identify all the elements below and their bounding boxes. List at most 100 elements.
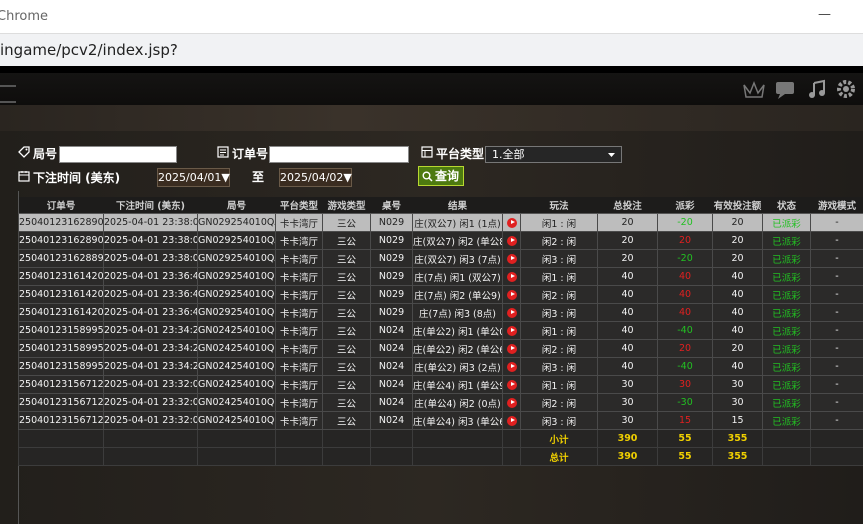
bet-time: 2025-04-01 23:32:05	[103, 393, 198, 412]
order-id: 250401231628901	[18, 213, 104, 232]
replay-icon[interactable]	[506, 217, 517, 228]
platform-select[interactable]: 1.全部	[485, 146, 622, 163]
replay-icon[interactable]	[506, 271, 517, 282]
replay-icon[interactable]	[506, 235, 517, 246]
replay-cell	[502, 321, 521, 340]
bet-time: 2025-04-01 23:38:08	[103, 213, 198, 232]
replay-icon[interactable]	[506, 397, 517, 408]
play: 闲1 : 闲	[520, 375, 598, 394]
chat-icon[interactable]	[776, 82, 794, 94]
menu-icon[interactable]	[0, 85, 16, 103]
replay-icon[interactable]	[506, 289, 517, 300]
valid-bet: 30	[712, 375, 763, 394]
play: 闲3 : 闲	[520, 303, 598, 322]
payout: -40	[657, 357, 713, 376]
order-id: 250401231614207	[18, 285, 104, 304]
round-id: GN024254010Q7	[197, 411, 276, 430]
bet-row[interactable]: 250401231567124 2025-04-01 23:32:05 GN0242…	[18, 411, 863, 430]
game-type: 三公	[322, 231, 371, 250]
valid-bet: 40	[712, 357, 763, 376]
bet-row[interactable]: 250401231567126 2025-04-01 23:32:05 GN0242…	[18, 393, 863, 412]
replay-icon[interactable]	[506, 379, 517, 390]
date-from[interactable]: 2025/04/01▼	[157, 168, 230, 187]
bet-row[interactable]: 250401231628899 2025-04-01 23:38:08 GN0292…	[18, 249, 863, 268]
result: 庄(单公4) 闲1 (单公9)	[412, 375, 503, 394]
date-to[interactable]: 2025/04/02▼	[279, 168, 352, 187]
table-id: N029	[370, 267, 413, 286]
subtotal-payout: 55	[657, 429, 713, 448]
search-button[interactable]: 查询	[418, 166, 464, 186]
replay-icon[interactable]	[506, 253, 517, 264]
total-bet: 20	[597, 249, 658, 268]
table-id: N029	[370, 249, 413, 268]
status: 已派彩	[762, 411, 811, 430]
round-id: GN024254010Q7	[197, 375, 276, 394]
bet-time: 2025-04-01 23:34:21	[103, 339, 198, 358]
result: 庄(双公7) 闲3 (7点)	[412, 249, 503, 268]
column-header: 玩法	[520, 197, 598, 214]
blank-cell	[103, 429, 198, 448]
bet-row[interactable]: 250401231614207 2025-04-01 23:36:41 GN0292…	[18, 285, 863, 304]
play: 闲1 : 闲	[520, 321, 598, 340]
vip-icon[interactable]	[743, 80, 765, 98]
play: 闲2 : 闲	[520, 285, 598, 304]
blank-cell	[197, 447, 276, 466]
result: 庄(单公2) 闲1 (单公0)	[412, 321, 503, 340]
replay-icon[interactable]	[506, 415, 517, 426]
total-bet: 20	[597, 213, 658, 232]
bet-row[interactable]: 250401231589957 2025-04-01 23:34:21 GN0242…	[18, 357, 863, 376]
replay-icon[interactable]	[506, 325, 517, 336]
replay-icon[interactable]	[506, 343, 517, 354]
minimize-button[interactable]: —	[818, 7, 831, 22]
bet-table: 订单号 下注时间 (美东) 局号 平台类型 游戏类型 桌号 结果 玩法 总投注 派彩 有效投注额 状态…	[18, 197, 863, 466]
bet-time: 2025-04-01 23:32:05	[103, 411, 198, 430]
replay-cell	[502, 249, 521, 268]
order-id: 250401231589958	[18, 339, 104, 358]
total-bet: 40	[597, 267, 658, 286]
column-header: 有效投注额	[712, 197, 763, 214]
game-mode: -	[810, 411, 863, 430]
game-mode: -	[810, 249, 863, 268]
bet-row[interactable]: 250401231628900 2025-04-01 23:38:08 GN0292…	[18, 231, 863, 250]
platform-value: 1.全部	[492, 148, 525, 161]
game-mode: -	[810, 393, 863, 412]
result: 庄(单公4) 闲3 (单公6)	[412, 411, 503, 430]
table-id: N029	[370, 285, 413, 304]
table-id: N029	[370, 231, 413, 250]
replay-icon[interactable]	[506, 307, 517, 318]
payout: -40	[657, 321, 713, 340]
bet-row[interactable]: 250401231614208 2025-04-01 23:36:41 GN0292…	[18, 267, 863, 286]
replay-icon[interactable]	[506, 361, 517, 372]
game-type: 三公	[322, 393, 371, 412]
round-id: GN029254010Q9	[197, 303, 276, 322]
column-header: 总投注	[597, 197, 658, 214]
game-mode: -	[810, 303, 863, 322]
blank-cell	[810, 447, 863, 466]
to-label: 至	[252, 170, 265, 184]
round-id: GN029254010QA	[197, 231, 276, 250]
bet-row[interactable]: 250401231614206 2025-04-01 23:36:41 GN0292…	[18, 303, 863, 322]
round-input[interactable]	[59, 146, 177, 163]
bet-row[interactable]: 250401231567127 2025-04-01 23:32:05 GN0242…	[18, 375, 863, 394]
search-label: 查询	[435, 169, 460, 183]
column-header: 派彩	[657, 197, 713, 214]
game-type: 三公	[322, 321, 371, 340]
total-bet: 40	[597, 303, 658, 322]
bet-time: 2025-04-01 23:36:41	[103, 285, 198, 304]
total-bet: 40	[597, 321, 658, 340]
game-mode: -	[810, 231, 863, 250]
subtotal-valid: 355	[712, 429, 763, 448]
address-bar[interactable]: ingame/pcv2/index.jsp?	[0, 33, 863, 67]
bet-row[interactable]: 250401231589958 2025-04-01 23:34:21 GN0242…	[18, 339, 863, 358]
valid-bet: 20	[712, 249, 763, 268]
blank-cell	[275, 447, 323, 466]
settings-icon[interactable]	[837, 80, 855, 98]
bet-row[interactable]: 250401231628901 2025-04-01 23:38:08 GN0292…	[18, 213, 863, 232]
status: 已派彩	[762, 393, 811, 412]
platform: 卡卡湾厅	[275, 231, 323, 250]
round-id: GN029254010Q9	[197, 285, 276, 304]
order-input[interactable]	[269, 146, 409, 163]
title-bar: Chrome —	[0, 0, 863, 33]
bet-row[interactable]: 250401231589959 2025-04-01 23:34:21 GN0242…	[18, 321, 863, 340]
blank-cell	[322, 429, 371, 448]
